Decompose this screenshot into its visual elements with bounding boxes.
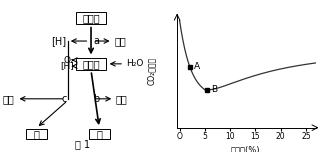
Text: [H]: [H] <box>51 36 66 46</box>
Text: O₂: O₂ <box>63 55 73 65</box>
Text: [H]: [H] <box>60 62 73 71</box>
Text: b: b <box>94 94 100 104</box>
FancyBboxPatch shape <box>26 129 47 139</box>
Text: 能量: 能量 <box>116 94 127 104</box>
Text: 乙: 乙 <box>96 129 102 139</box>
Text: 甲: 甲 <box>33 129 39 139</box>
Text: 能量: 能量 <box>2 94 14 104</box>
Text: 氧浓度(%): 氧浓度(%) <box>231 145 260 152</box>
Text: 葡萄糖: 葡萄糖 <box>82 13 100 23</box>
Text: 能量: 能量 <box>114 36 126 46</box>
Text: CO₂释放量: CO₂释放量 <box>147 57 156 85</box>
FancyBboxPatch shape <box>76 58 106 70</box>
FancyBboxPatch shape <box>89 129 110 139</box>
FancyBboxPatch shape <box>76 12 106 24</box>
Text: A: A <box>194 62 200 71</box>
Text: a: a <box>94 36 100 46</box>
Text: 丙酮酸: 丙酮酸 <box>82 59 100 69</box>
Text: c: c <box>62 94 67 104</box>
Text: 图 1: 图 1 <box>75 139 90 149</box>
Text: B: B <box>212 85 217 94</box>
Text: H₂O: H₂O <box>126 59 143 68</box>
